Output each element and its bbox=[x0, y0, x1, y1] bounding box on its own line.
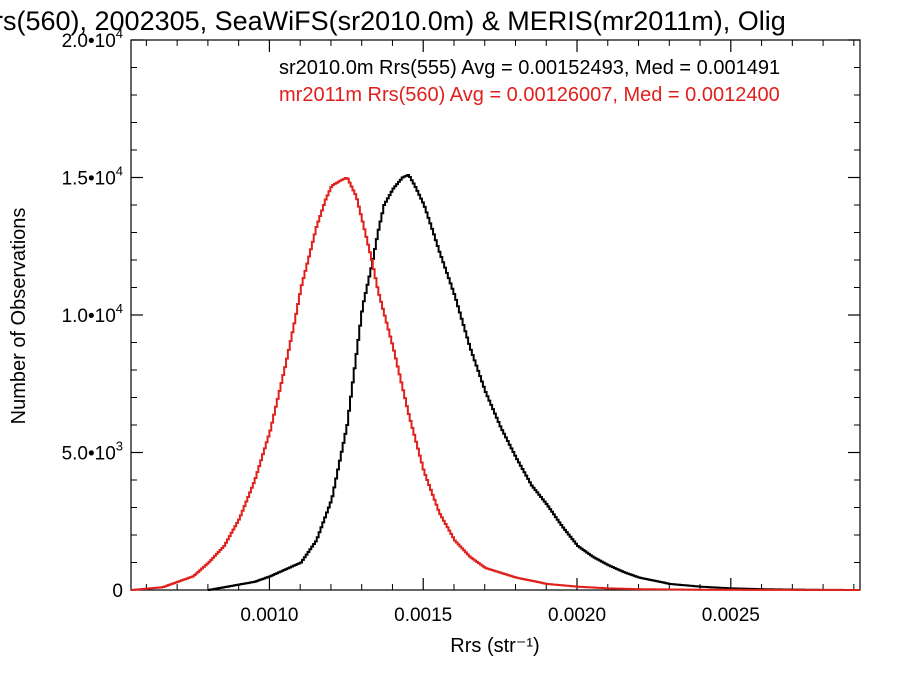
y-tick-label-exponent: 3 bbox=[116, 439, 123, 454]
y-tick-label-exponent: 4 bbox=[116, 26, 123, 41]
y-tick-label-exponent: 4 bbox=[116, 164, 123, 179]
y-tick-label-base: 5.0•10 bbox=[62, 444, 116, 465]
chart-title: rs(560), 2002305, SeaWiFS(sr2010.0m) & M… bbox=[0, 6, 786, 36]
x-tick-label: 0.0010 bbox=[240, 605, 298, 626]
y-tick-label-base: 0 bbox=[112, 581, 123, 602]
y-tick-label: 0 bbox=[112, 581, 123, 602]
series-line-1 bbox=[131, 177, 860, 591]
y-tick-label: 2.0•104 bbox=[62, 26, 123, 52]
y-tick-label-base: 1.0•10 bbox=[62, 306, 116, 327]
x-axis-label: Rrs (str⁻¹) bbox=[450, 635, 539, 657]
legend-entry-mr2011: mr2011m Rrs(560) Avg = 0.00126007, Med =… bbox=[279, 84, 780, 106]
series-line-0 bbox=[207, 174, 861, 591]
x-tick-label: 0.0015 bbox=[394, 605, 452, 626]
series-layer bbox=[131, 174, 861, 591]
y-axis-label: Number of Observations bbox=[8, 208, 30, 425]
x-tick-label: 0.0020 bbox=[548, 605, 606, 626]
y-tick-label-exponent: 4 bbox=[116, 301, 123, 316]
y-tick-label: 1.0•104 bbox=[62, 301, 123, 327]
y-tick-label: 5.0•103 bbox=[62, 439, 123, 465]
y-tick-label-base: 2.0•10 bbox=[62, 31, 116, 52]
y-tick-label-base: 1.5•10 bbox=[62, 169, 116, 190]
x-tick-label: 0.0025 bbox=[702, 605, 760, 626]
legend-entry-sr2010: sr2010.0m Rrs(555) Avg = 0.00152493, Med… bbox=[279, 57, 780, 79]
y-tick-label: 1.5•104 bbox=[62, 164, 123, 190]
x-axis-tick-labels: 0.0010 0.0015 0.0020 0.0025 bbox=[240, 605, 760, 626]
